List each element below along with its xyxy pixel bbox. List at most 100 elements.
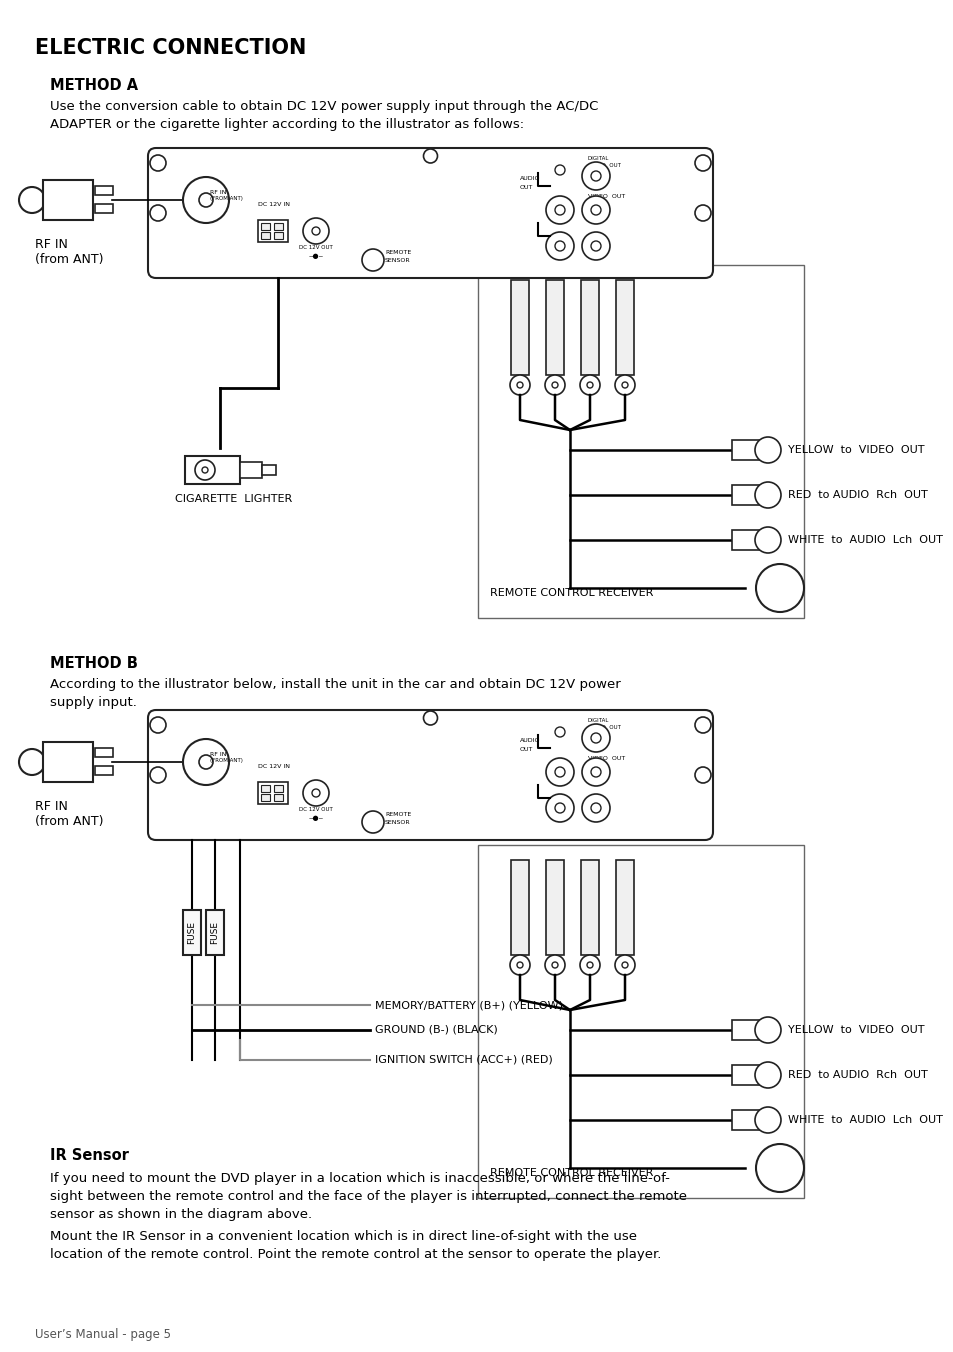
Circle shape: [194, 460, 214, 480]
Text: OUT: OUT: [519, 185, 533, 191]
Circle shape: [361, 811, 384, 833]
Circle shape: [695, 717, 710, 733]
Circle shape: [581, 233, 609, 260]
Text: REMOTE CONTROL RECEIVER: REMOTE CONTROL RECEIVER: [490, 588, 653, 598]
Text: DC 12V IN: DC 12V IN: [257, 201, 290, 207]
Circle shape: [581, 196, 609, 224]
Bar: [511, 860, 529, 955]
Circle shape: [586, 383, 593, 388]
Text: RF IN: RF IN: [35, 800, 68, 813]
Bar: [511, 280, 529, 375]
Bar: [477, 265, 803, 618]
Circle shape: [202, 466, 208, 473]
Text: AUDIO  OUT: AUDIO OUT: [587, 725, 620, 730]
Text: (from ANT): (from ANT): [35, 815, 103, 827]
Bar: [545, 280, 563, 375]
Text: RF IN: RF IN: [210, 752, 226, 757]
Circle shape: [517, 383, 522, 388]
Circle shape: [555, 206, 564, 215]
Circle shape: [545, 196, 574, 224]
Text: GROUND (B-) (BLACK): GROUND (B-) (BLACK): [375, 1025, 497, 1036]
Circle shape: [754, 527, 781, 553]
Text: IGNITION SWITCH (ACC+) (RED): IGNITION SWITCH (ACC+) (RED): [375, 1055, 552, 1065]
Circle shape: [183, 177, 229, 223]
Circle shape: [544, 955, 564, 975]
Circle shape: [581, 725, 609, 752]
Circle shape: [545, 794, 574, 822]
Bar: [274, 223, 283, 230]
Circle shape: [590, 803, 600, 813]
FancyBboxPatch shape: [148, 147, 712, 279]
Bar: [257, 220, 288, 242]
Circle shape: [423, 149, 437, 164]
Text: Use the conversion cable to obtain DC 12V power supply input through the AC/DC: Use the conversion cable to obtain DC 12…: [50, 100, 598, 114]
Bar: [261, 794, 270, 800]
Text: AUDIO  OUT: AUDIO OUT: [587, 164, 620, 168]
Circle shape: [19, 749, 45, 775]
Text: METHOD B: METHOD B: [50, 656, 138, 671]
Text: ‒●‒: ‒●‒: [308, 253, 323, 260]
Bar: [477, 845, 803, 1198]
Text: MEMORY/BATTERY (B+) (YELLOW): MEMORY/BATTERY (B+) (YELLOW): [375, 1000, 562, 1010]
Bar: [731, 439, 760, 460]
Circle shape: [544, 375, 564, 395]
Circle shape: [615, 375, 635, 395]
Text: WHITE  to  AUDIO  Lch  OUT: WHITE to AUDIO Lch OUT: [787, 1115, 942, 1125]
Bar: [261, 233, 270, 239]
Circle shape: [615, 955, 635, 975]
Bar: [731, 1065, 760, 1086]
Text: DIGITAL: DIGITAL: [587, 718, 609, 723]
Circle shape: [581, 162, 609, 191]
Circle shape: [552, 963, 558, 968]
Circle shape: [695, 767, 710, 783]
Text: SENSOR: SENSOR: [385, 821, 410, 825]
Circle shape: [555, 727, 564, 737]
Circle shape: [579, 955, 599, 975]
Text: SENSOR: SENSOR: [385, 258, 410, 264]
Circle shape: [510, 955, 530, 975]
Bar: [183, 910, 201, 955]
Circle shape: [199, 754, 213, 769]
Bar: [95, 767, 112, 775]
Circle shape: [586, 963, 593, 968]
Circle shape: [199, 193, 213, 207]
Circle shape: [579, 375, 599, 395]
Circle shape: [303, 780, 329, 806]
Circle shape: [590, 206, 600, 215]
Text: DC 12V OUT: DC 12V OUT: [299, 245, 333, 250]
Bar: [580, 860, 598, 955]
Text: Mount the IR Sensor in a convenient location which is in direct line-of-sight wi: Mount the IR Sensor in a convenient loca…: [50, 1230, 637, 1242]
Circle shape: [590, 733, 600, 744]
Circle shape: [581, 794, 609, 822]
Bar: [95, 204, 112, 214]
Circle shape: [590, 170, 600, 181]
Bar: [261, 786, 270, 792]
Text: location of the remote control. Point the remote control at the sensor to operat: location of the remote control. Point th…: [50, 1248, 660, 1261]
Text: YELLOW  to  VIDEO  OUT: YELLOW to VIDEO OUT: [787, 1025, 923, 1036]
Circle shape: [555, 165, 564, 174]
Text: REMOTE: REMOTE: [385, 250, 411, 256]
Text: User’s Manual - page 5: User’s Manual - page 5: [35, 1328, 171, 1341]
Text: RED  to AUDIO  Rch  OUT: RED to AUDIO Rch OUT: [787, 1069, 926, 1080]
Text: VIDEO  OUT: VIDEO OUT: [587, 756, 624, 761]
Bar: [95, 748, 112, 757]
Text: FUSE: FUSE: [188, 921, 196, 944]
Bar: [616, 280, 634, 375]
Circle shape: [510, 375, 530, 395]
Circle shape: [552, 383, 558, 388]
Text: YELLOW  to  VIDEO  OUT: YELLOW to VIDEO OUT: [787, 445, 923, 456]
Circle shape: [555, 803, 564, 813]
Circle shape: [695, 155, 710, 170]
Circle shape: [312, 790, 319, 796]
Text: DC 12V OUT: DC 12V OUT: [299, 807, 333, 813]
Bar: [731, 485, 760, 506]
Circle shape: [755, 564, 803, 612]
Bar: [206, 910, 224, 955]
Circle shape: [754, 1017, 781, 1042]
Bar: [43, 180, 92, 220]
Text: REMOTE: REMOTE: [385, 813, 411, 817]
Bar: [43, 742, 92, 781]
Text: OUT: OUT: [519, 748, 533, 752]
Bar: [261, 223, 270, 230]
Bar: [580, 280, 598, 375]
